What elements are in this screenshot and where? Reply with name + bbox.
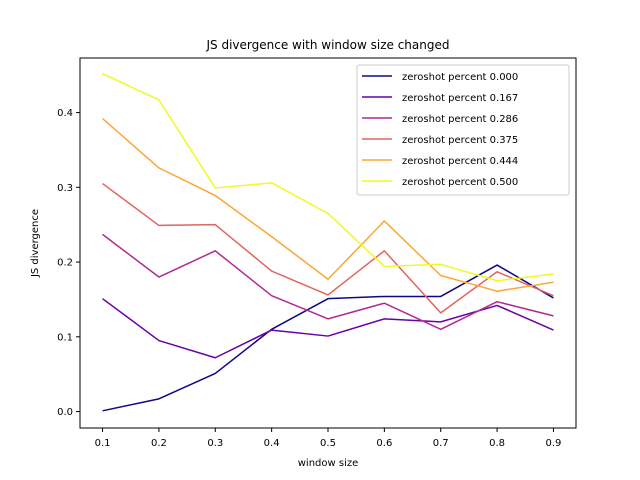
x-axis-label: window size <box>298 458 359 469</box>
x-tick-label: 0.5 <box>320 438 336 449</box>
x-tick-label: 0.4 <box>264 438 280 449</box>
legend-label: zeroshot percent 0.375 <box>402 135 518 146</box>
y-tick-label: 0.1 <box>57 332 73 343</box>
x-tick-label: 0.7 <box>433 438 449 449</box>
y-tick-label: 0.2 <box>57 258 73 269</box>
legend-label: zeroshot percent 0.167 <box>402 93 518 104</box>
y-axis-ticks: 0.0 0.1 0.2 0.3 0.4 <box>57 108 80 418</box>
legend-box <box>356 64 570 196</box>
x-tick-label: 0.8 <box>489 438 505 449</box>
x-tick-label: 0.3 <box>207 438 223 449</box>
legend-label: zeroshot percent 0.444 <box>402 156 518 167</box>
x-tick-label: 0.2 <box>151 438 167 449</box>
chart-title: JS divergence with window size changed <box>205 38 449 52</box>
legend-label: zeroshot percent 0.000 <box>402 72 518 83</box>
series-line-5 <box>102 73 554 282</box>
legend-items: zeroshot percent 0.000 zeroshot percent 0… <box>362 72 518 188</box>
series-line-2 <box>102 233 554 331</box>
legend-label: zeroshot percent 0.286 <box>402 114 518 125</box>
x-tick-label: 0.9 <box>546 438 562 449</box>
y-tick-label: 0.3 <box>57 183 73 194</box>
y-axis-label: JS divergence <box>30 209 41 278</box>
x-tick-label: 0.1 <box>95 438 111 449</box>
x-tick-label: 0.6 <box>376 438 392 449</box>
y-tick-label: 0.4 <box>57 108 73 119</box>
series-layer <box>102 73 554 412</box>
y-tick-label: 0.0 <box>57 407 73 418</box>
legend: zeroshot percent 0.000 zeroshot percent 0… <box>356 64 570 196</box>
series-line-4 <box>102 117 554 292</box>
legend-label: zeroshot percent 0.500 <box>402 177 518 188</box>
x-axis-ticks: 0.1 0.2 0.3 0.4 0.5 0.6 0.7 0.8 0.9 <box>95 428 562 449</box>
